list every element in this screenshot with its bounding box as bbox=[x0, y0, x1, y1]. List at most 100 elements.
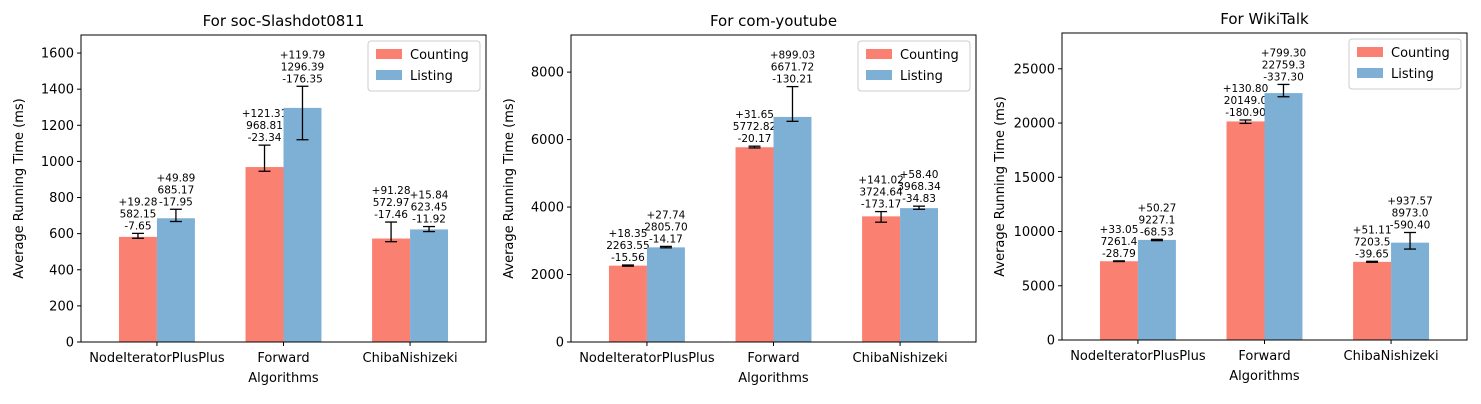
plus-error-label: +121.31 bbox=[242, 108, 288, 120]
y-tick-label: 1400 bbox=[41, 83, 74, 98]
legend-swatch-listing bbox=[376, 70, 402, 80]
bar-listing-2 bbox=[1391, 242, 1430, 340]
y-tick-label: 6000 bbox=[531, 133, 564, 148]
bar-listing-2 bbox=[900, 208, 939, 342]
plus-error-label: +49.89 bbox=[156, 172, 195, 184]
minus-error-label: -17.95 bbox=[159, 196, 193, 208]
value-label: 3724.64 bbox=[859, 187, 903, 199]
bar-counting-0 bbox=[1099, 261, 1138, 340]
y-tick-label: 15000 bbox=[1014, 171, 1055, 186]
value-label: 1296.39 bbox=[281, 61, 324, 73]
bar-listing-2 bbox=[410, 229, 449, 342]
legend-swatch-counting bbox=[866, 49, 892, 59]
bar-counting-1 bbox=[735, 147, 774, 342]
value-label: 7203.5 bbox=[1354, 236, 1391, 248]
plus-error-label: +33.05 bbox=[1100, 224, 1139, 236]
y-tick-label: 600 bbox=[49, 227, 74, 242]
chart-title: For WikiTalk bbox=[1220, 10, 1309, 28]
value-label: 3968.34 bbox=[897, 181, 941, 193]
plus-error-label: +899.03 bbox=[770, 50, 816, 62]
value-label: 2805.70 bbox=[644, 221, 687, 233]
legend-label: Listing bbox=[1391, 67, 1434, 82]
y-tick-label: 1000 bbox=[41, 155, 74, 170]
x-tick-label: NodeIteratorPlusPlus bbox=[579, 351, 715, 366]
value-label: 572.97 bbox=[373, 197, 410, 209]
minus-error-label: -130.21 bbox=[772, 74, 813, 86]
value-label: 2263.55 bbox=[606, 240, 649, 252]
minus-error-label: -14.17 bbox=[649, 233, 683, 245]
legend-swatch-listing bbox=[866, 70, 892, 80]
y-tick-label: 1600 bbox=[41, 47, 74, 62]
plus-error-label: +18.35 bbox=[609, 228, 648, 240]
y-tick-label: 800 bbox=[49, 191, 74, 206]
minus-error-label: -28.79 bbox=[1102, 248, 1136, 260]
bar-listing-0 bbox=[1137, 239, 1176, 340]
y-axis-label: Average Running Time (ms) bbox=[502, 98, 517, 278]
x-axis-label: Algorithms bbox=[1229, 369, 1300, 384]
bar-listing-0 bbox=[156, 218, 195, 342]
plus-error-label: +58.40 bbox=[900, 169, 939, 181]
minus-error-label: -173.17 bbox=[861, 199, 902, 211]
plus-error-label: +50.27 bbox=[1137, 202, 1176, 214]
minus-error-label: -337.30 bbox=[1263, 71, 1304, 83]
legend-swatch-counting bbox=[1357, 47, 1383, 57]
plus-error-label: +937.57 bbox=[1387, 195, 1433, 207]
value-label: 9227.1 bbox=[1139, 214, 1176, 226]
legend-swatch-counting bbox=[376, 49, 402, 59]
plus-error-label: +15.84 bbox=[410, 190, 449, 202]
plus-error-label: +799.30 bbox=[1261, 47, 1307, 59]
value-label: 5772.82 bbox=[733, 121, 776, 133]
minus-error-label: -68.53 bbox=[1140, 226, 1174, 238]
plus-error-label: +19.28 bbox=[119, 196, 158, 208]
y-tick-label: 8000 bbox=[531, 66, 564, 81]
value-label: 6671.72 bbox=[771, 62, 814, 74]
bar-counting-2 bbox=[862, 216, 901, 342]
x-tick-label: ChibaNishizeki bbox=[853, 351, 948, 366]
y-tick-label: 10000 bbox=[1014, 225, 1055, 240]
y-tick-label: 25000 bbox=[1014, 62, 1055, 77]
value-label: 7261.4 bbox=[1101, 236, 1138, 248]
x-tick-label: NodeIteratorPlusPlus bbox=[89, 351, 225, 366]
y-tick-label: 0 bbox=[66, 336, 74, 351]
legend-label: Counting bbox=[1391, 46, 1450, 61]
y-tick-label: 0 bbox=[556, 336, 564, 351]
plus-error-label: +91.28 bbox=[372, 185, 411, 197]
minus-error-label: -176.35 bbox=[282, 73, 323, 85]
x-tick-label: ChibaNishizeki bbox=[363, 351, 458, 366]
bar-listing-1 bbox=[773, 116, 812, 342]
x-tick-label: Forward bbox=[257, 351, 309, 366]
minus-error-label: -11.92 bbox=[412, 214, 446, 226]
value-label: 685.17 bbox=[158, 184, 195, 196]
minus-error-label: -39.65 bbox=[1355, 248, 1389, 260]
value-label: 22759.3 bbox=[1262, 59, 1305, 71]
y-tick-label: 2000 bbox=[531, 268, 564, 283]
value-label: 623.45 bbox=[411, 202, 448, 214]
bar-counting-0 bbox=[118, 236, 157, 342]
legend-label: Counting bbox=[410, 48, 469, 63]
bar-counting-2 bbox=[372, 238, 411, 342]
minus-error-label: -15.56 bbox=[611, 252, 645, 264]
value-label: 8973.0 bbox=[1392, 207, 1429, 219]
y-axis-label: Average Running Time (ms) bbox=[12, 98, 27, 278]
bar-listing-1 bbox=[1264, 93, 1303, 340]
y-tick-label: 20000 bbox=[1014, 117, 1055, 132]
legend-label: Listing bbox=[900, 69, 943, 84]
bar-counting-1 bbox=[1226, 121, 1265, 340]
plus-error-label: +130.80 bbox=[1223, 83, 1269, 95]
value-label: 20149.0 bbox=[1224, 95, 1267, 107]
chart-title: For soc-Slashdot0811 bbox=[203, 12, 365, 30]
bar-counting-2 bbox=[1353, 261, 1392, 340]
bar-listing-1 bbox=[283, 107, 322, 343]
legend-label: Counting bbox=[900, 48, 959, 63]
plus-error-label: +27.74 bbox=[646, 209, 685, 221]
x-axis-label: Algorithms bbox=[248, 371, 319, 386]
x-tick-label: ChibaNishizeki bbox=[1344, 349, 1439, 364]
legend-swatch-listing bbox=[1357, 68, 1383, 78]
y-tick-label: 4000 bbox=[531, 201, 564, 216]
minus-error-label: -20.17 bbox=[738, 133, 772, 145]
plus-error-label: +31.65 bbox=[735, 109, 774, 121]
minus-error-label: -590.40 bbox=[1390, 219, 1431, 231]
